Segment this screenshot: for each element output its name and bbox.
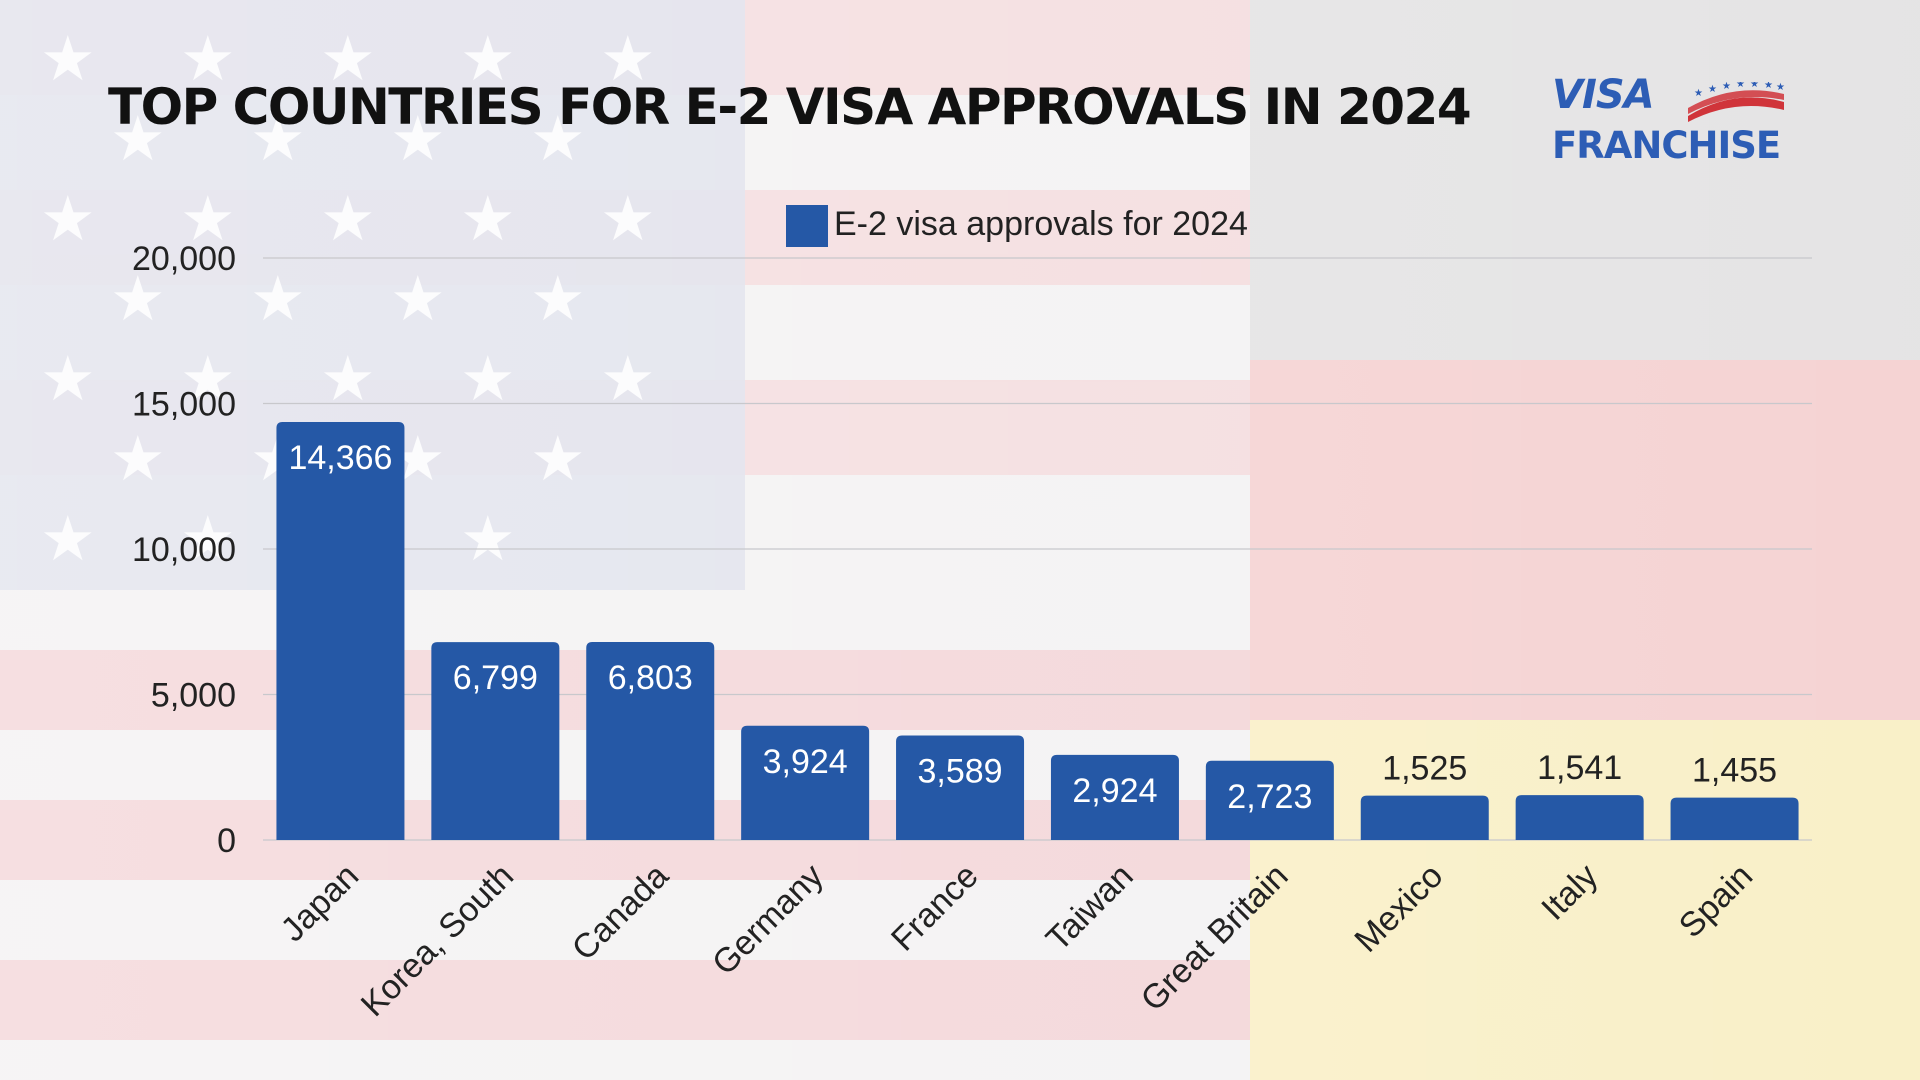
svg-text:★: ★ <box>1736 82 1745 90</box>
data-label: 3,924 <box>763 743 848 781</box>
svg-text:★: ★ <box>1764 82 1773 91</box>
x-tick-label: Canada <box>565 857 676 968</box>
y-tick-label: 0 <box>217 822 236 860</box>
x-tick-label: Great Britain <box>1134 857 1296 1019</box>
legend-label: E-2 visa approvals for 2024 <box>834 205 1248 243</box>
svg-text:★: ★ <box>1750 82 1759 90</box>
logo-text-line1: VISA <box>1552 72 1655 118</box>
y-tick-label: 20,000 <box>132 240 236 278</box>
visa-franchise-logo: VISA ★ ★ ★ ★ ★ ★ ★ FRANCHISE <box>1548 72 1808 180</box>
data-label: 1,541 <box>1537 749 1622 787</box>
x-tick-label: Germany <box>705 857 831 983</box>
bar <box>276 421 405 840</box>
x-tick-label: Italy <box>1534 857 1605 928</box>
bar <box>1670 797 1799 840</box>
x-tick-label: Spain <box>1672 857 1760 945</box>
x-tick-label: Japan <box>274 857 366 949</box>
x-tick-label: Korea, South <box>354 857 521 1024</box>
bar <box>896 735 1025 840</box>
data-label: 6,799 <box>453 659 538 697</box>
y-tick-label: 10,000 <box>132 531 236 569</box>
data-label: 1,455 <box>1692 752 1777 790</box>
bar <box>1515 795 1644 840</box>
bar <box>1205 760 1334 840</box>
data-label: 1,525 <box>1382 750 1467 788</box>
logo-text-line2: FRANCHISE <box>1552 124 1781 167</box>
bar <box>1050 754 1179 840</box>
svg-text:★: ★ <box>1694 88 1703 99</box>
bar <box>431 642 560 840</box>
x-tick-label: France <box>884 857 986 959</box>
svg-text:★: ★ <box>1708 84 1717 95</box>
chart-title: TOP COUNTRIES FOR E-2 VISA APPROVALS IN … <box>108 78 1472 136</box>
y-tick-label: 5,000 <box>151 677 236 715</box>
y-tick-label: 15,000 <box>132 386 236 424</box>
svg-text:★: ★ <box>1776 82 1785 93</box>
data-label: 2,723 <box>1227 778 1312 816</box>
x-tick-label: Mexico <box>1347 857 1450 960</box>
data-label: 2,924 <box>1072 772 1157 810</box>
legend-swatch <box>786 205 828 247</box>
svg-text:★: ★ <box>1722 82 1731 92</box>
bar <box>1360 795 1489 840</box>
bar <box>586 642 715 840</box>
flag-swoosh-icon: ★ ★ ★ ★ ★ ★ ★ <box>1688 82 1785 122</box>
x-tick-label: Taiwan <box>1039 857 1141 959</box>
bar <box>741 725 870 840</box>
data-label: 6,803 <box>608 659 693 697</box>
data-label: 14,366 <box>288 439 392 477</box>
data-label: 3,589 <box>918 753 1003 791</box>
